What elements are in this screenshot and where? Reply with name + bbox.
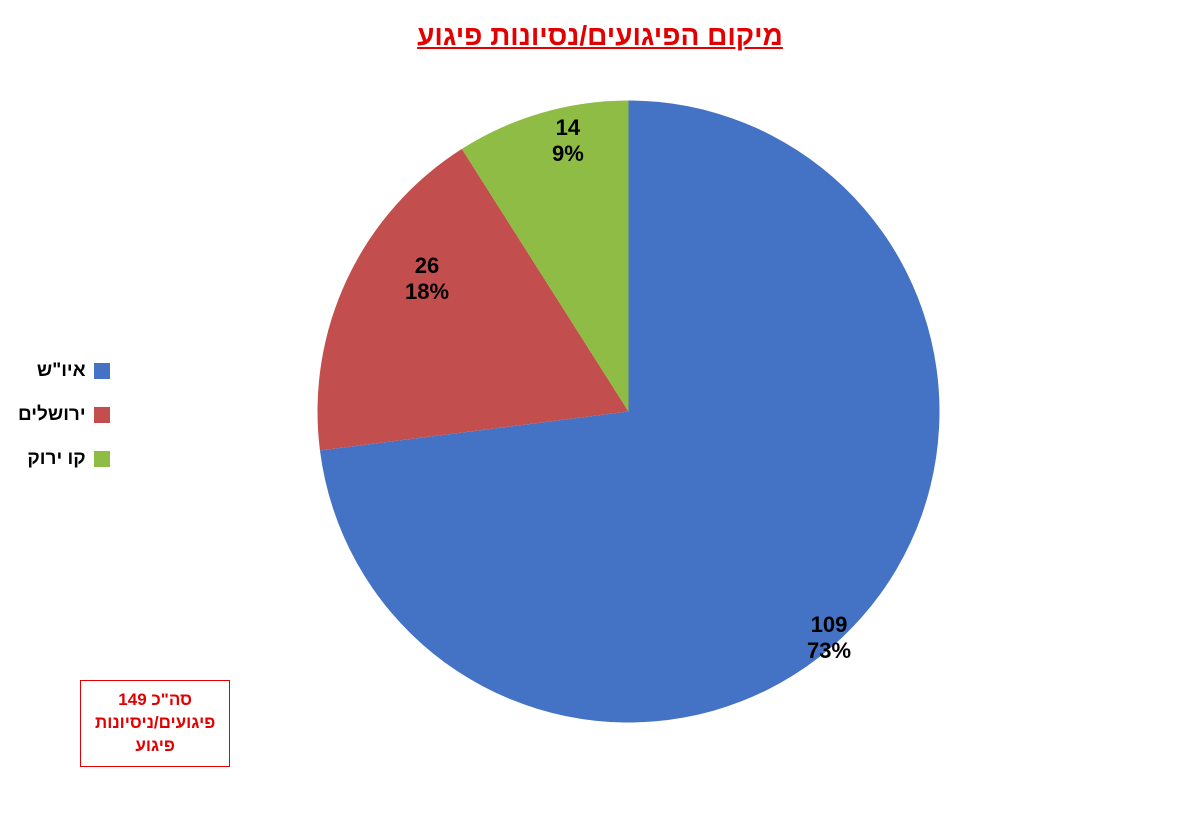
slice-label-value-2: 14 xyxy=(552,115,584,141)
slice-label-2: 149% xyxy=(552,115,584,168)
legend-swatch-0 xyxy=(94,363,110,379)
legend-label-1: ירושלים xyxy=(18,404,86,426)
summary-box: סה"כ 149 פיגועים/ניסיונות פיגוע xyxy=(80,680,230,767)
slice-label-value-1: 26 xyxy=(405,253,449,279)
legend-item-0: איו"ש xyxy=(18,360,110,382)
slice-label-value-0: 109 xyxy=(807,612,851,638)
legend-item-1: ירושלים xyxy=(18,404,110,426)
legend-swatch-2 xyxy=(94,451,110,467)
legend-swatch-1 xyxy=(94,407,110,423)
slice-label-0: 10973% xyxy=(807,612,851,665)
slice-label-percent-1: 18% xyxy=(405,279,449,305)
chart-title: מיקום הפיגועים/נסיונות פיגוע xyxy=(0,20,1200,52)
legend: איו"ש ירושלים קו ירוק xyxy=(18,360,110,492)
legend-label-0: איו"ש xyxy=(37,360,86,382)
summary-line-2: פיגועים/ניסיונות xyxy=(95,712,215,735)
slice-label-1: 2618% xyxy=(405,253,449,306)
legend-label-2: קו ירוק xyxy=(27,448,85,470)
summary-line-1: סה"כ 149 xyxy=(95,689,215,712)
slice-label-percent-0: 73% xyxy=(807,638,851,664)
legend-item-2: קו ירוק xyxy=(18,448,110,470)
summary-line-3: פיגוע xyxy=(95,735,215,758)
slice-label-percent-2: 9% xyxy=(552,141,584,167)
